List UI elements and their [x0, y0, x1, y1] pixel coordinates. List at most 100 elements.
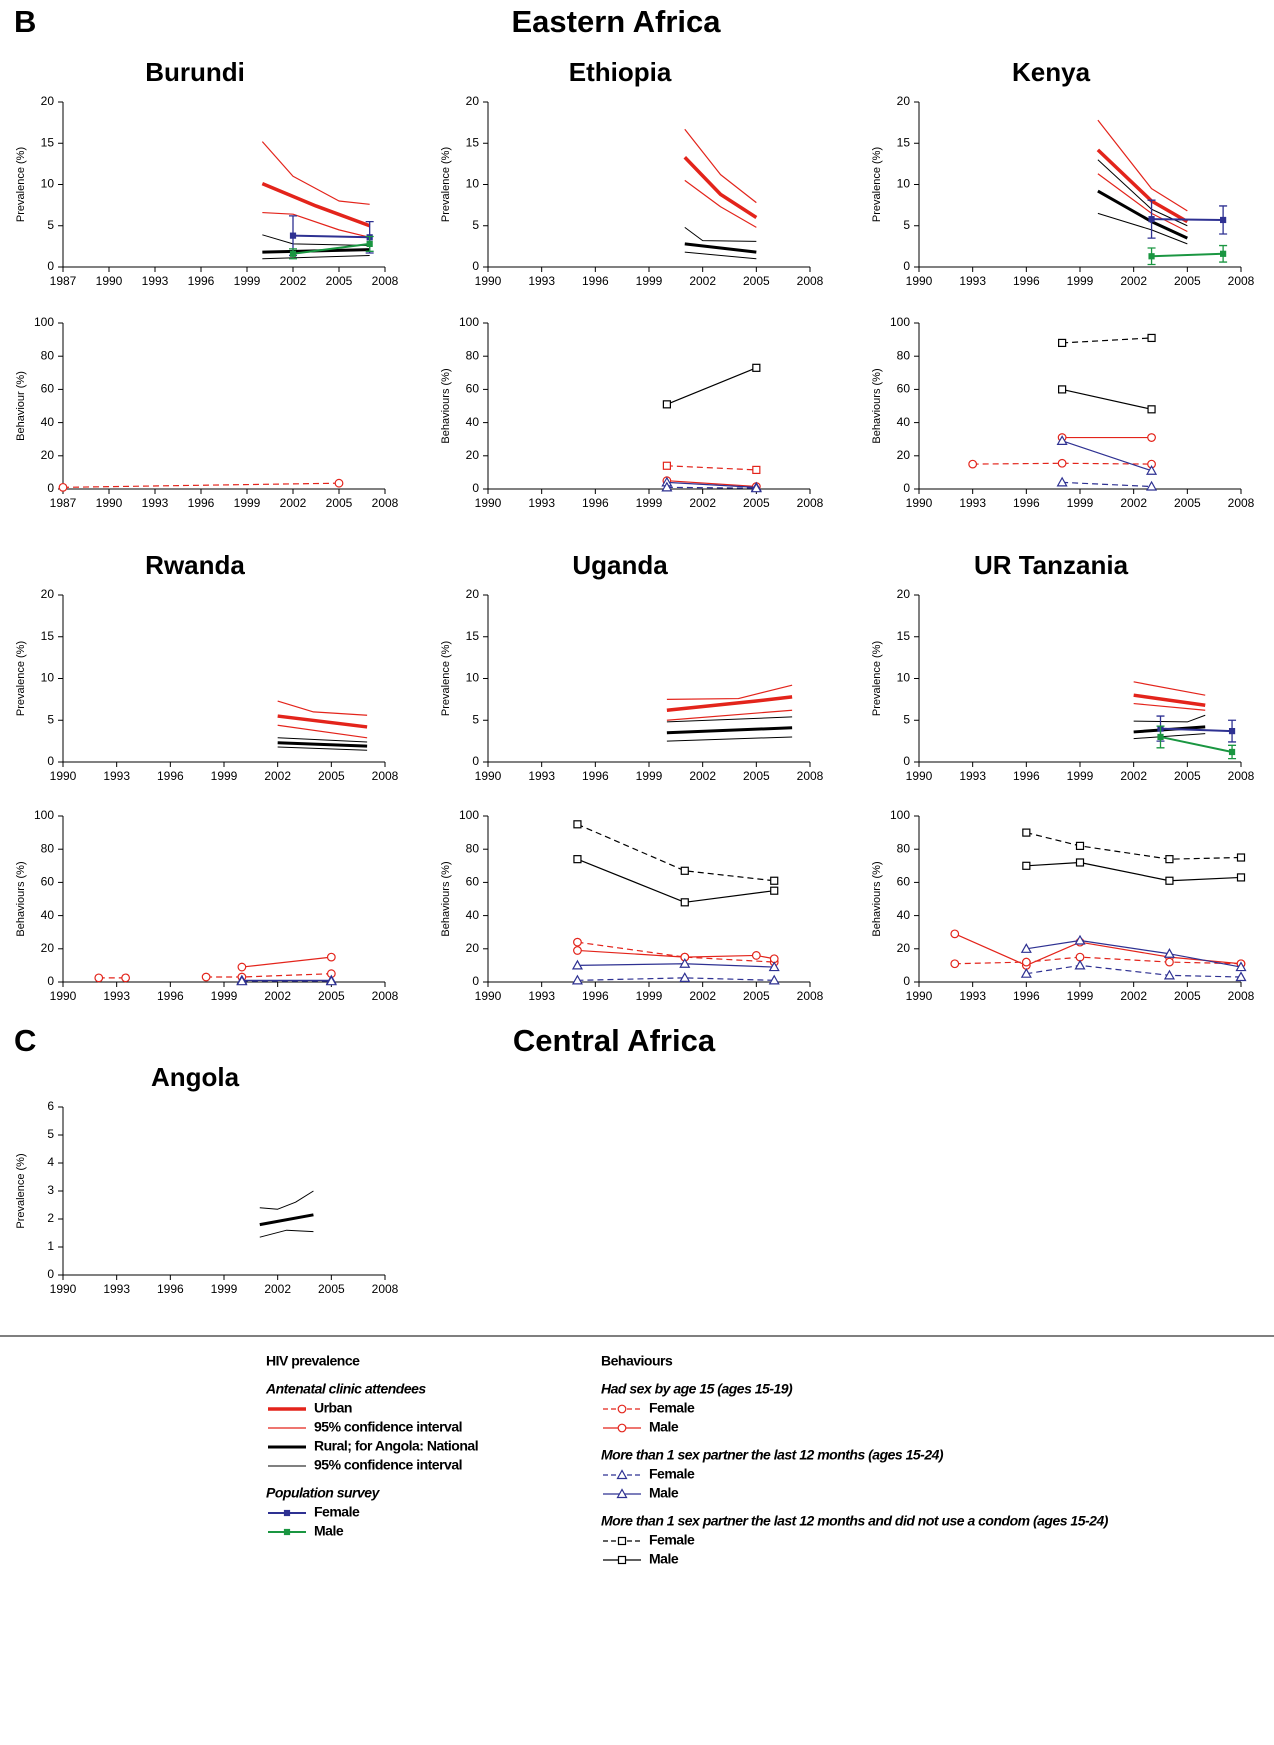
marker	[283, 1509, 291, 1517]
marker	[1147, 405, 1156, 414]
y-tick-label: 100	[34, 808, 54, 822]
y-tick-label: 5	[47, 218, 54, 232]
x-tick-label: 2008	[372, 989, 399, 1003]
y-tick-label: 3	[47, 1183, 54, 1197]
series-line	[1026, 964, 1242, 978]
y-tick-label: 100	[890, 808, 910, 822]
series-line	[292, 234, 370, 239]
y-tick-label: 80	[466, 348, 480, 362]
x-tick-label: 2002	[1120, 989, 1147, 1003]
series-line	[577, 823, 775, 882]
y-tick-label: 5	[47, 1127, 54, 1141]
x-tick-label: 2008	[797, 769, 824, 783]
marker	[366, 240, 373, 247]
marker	[1235, 971, 1247, 982]
y-tick-label: 15	[41, 135, 55, 149]
marker	[617, 1423, 627, 1433]
y-tick-label: 0	[472, 481, 479, 495]
x-tick-label: 1990	[50, 1282, 77, 1296]
marker	[573, 946, 582, 955]
y-tick-label: 5	[472, 218, 479, 232]
series-line	[1133, 714, 1206, 723]
series-line	[666, 726, 793, 735]
x-tick-label: 1999	[234, 274, 261, 288]
series-line	[683, 156, 758, 219]
y-axis-label: Prevalence (%)	[871, 641, 883, 716]
marker	[201, 972, 211, 982]
x-tick-label: 2008	[797, 496, 824, 510]
x-tick-label: 1999	[234, 496, 261, 510]
x-tick-label: 2002	[689, 989, 716, 1003]
series-line	[684, 242, 757, 254]
series-line	[277, 714, 368, 729]
panel-title: Rwanda	[145, 550, 245, 580]
x-tick-label: 1996	[157, 1282, 184, 1296]
x-tick-label: 1999	[1067, 496, 1094, 510]
marker	[1165, 855, 1174, 864]
marker	[237, 962, 247, 972]
series-line	[62, 482, 340, 488]
y-tick-label: 80	[41, 841, 55, 855]
marker	[289, 250, 297, 257]
x-tick-label: 1987	[50, 274, 77, 288]
y-axis-label: Prevalence (%)	[440, 147, 452, 222]
series-line	[1160, 735, 1233, 753]
y-tick-label: 10	[41, 177, 55, 191]
series-line	[277, 700, 368, 716]
marker	[121, 973, 131, 983]
y-tick-label: 100	[34, 315, 54, 329]
series-line	[577, 949, 775, 960]
y-tick-label: 0	[903, 974, 910, 988]
x-tick-label: 2005	[743, 989, 770, 1003]
y-tick-label: 10	[41, 671, 55, 685]
marker	[770, 886, 779, 895]
y-axis-label: Prevalence (%)	[15, 147, 27, 222]
series-line	[292, 242, 370, 255]
x-tick-label: 1999	[636, 274, 663, 288]
section-letter: C	[14, 1023, 36, 1058]
series-line	[666, 709, 793, 721]
legend-group-title: Antenatal clinic attendees	[265, 1381, 426, 1397]
x-tick-label: 2005	[318, 1282, 345, 1296]
x-tick-label: 1999	[1067, 769, 1094, 783]
y-tick-label: 60	[466, 382, 480, 396]
x-tick-label: 2002	[1120, 274, 1147, 288]
x-tick-label: 2008	[372, 1282, 399, 1296]
series-line	[277, 746, 368, 751]
marker	[1056, 476, 1068, 487]
x-tick-label: 1999	[636, 496, 663, 510]
series-line	[1026, 832, 1242, 860]
y-tick-label: 5	[472, 712, 479, 726]
series-line	[666, 367, 757, 405]
y-tick-label: 100	[890, 315, 910, 329]
y-tick-label: 40	[466, 908, 480, 922]
x-tick-label: 1999	[636, 989, 663, 1003]
marker	[1228, 748, 1236, 756]
y-tick-label: 15	[897, 135, 911, 149]
x-tick-label: 1996	[1013, 496, 1040, 510]
marker	[1075, 858, 1085, 867]
series-line	[277, 737, 368, 743]
marker	[236, 975, 248, 986]
marker	[617, 1404, 627, 1414]
y-tick-label: 15	[466, 135, 480, 149]
y-tick-label: 100	[459, 315, 479, 329]
marker	[334, 478, 344, 488]
x-tick-label: 2002	[280, 274, 307, 288]
marker	[1020, 943, 1032, 953]
series-line	[666, 481, 757, 488]
marker	[1163, 948, 1175, 958]
series-line	[1062, 337, 1152, 344]
x-tick-label: 1987	[50, 496, 77, 510]
y-tick-label: 60	[41, 382, 55, 396]
marker	[1020, 967, 1032, 978]
marker	[571, 974, 583, 985]
y-tick-label: 20	[41, 448, 55, 462]
marker	[750, 482, 762, 493]
x-tick-label: 2005	[743, 496, 770, 510]
x-tick-label: 1999	[1067, 989, 1094, 1003]
x-tick-label: 1990	[475, 989, 502, 1003]
marker	[573, 937, 582, 947]
